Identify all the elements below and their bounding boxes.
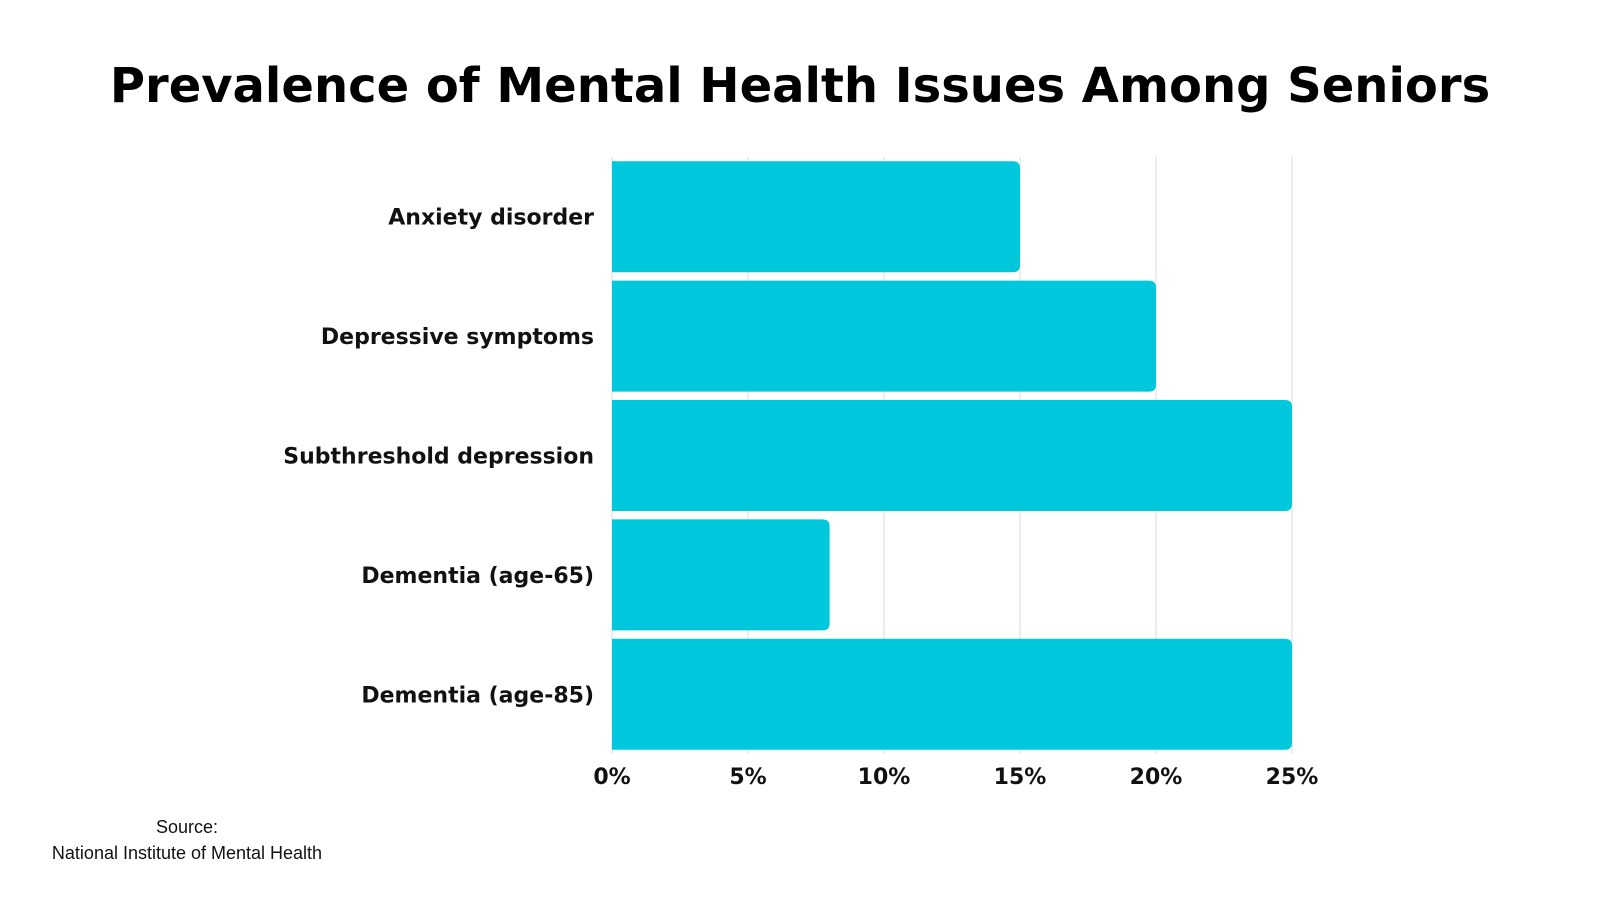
x-tick-label-0: 0% [593,765,630,790]
bars [612,161,1292,750]
bar-1 [612,280,1156,392]
category-label-0: Anxiety disorder [388,206,594,231]
category-labels: Anxiety disorder Depressive symptoms Subth… [283,206,594,709]
source-note: Source: National Institute of Mental Hea… [26,814,348,866]
x-tick-label-1: 5% [729,765,766,790]
category-label-1: Depressive symptoms [321,325,594,350]
category-label-4: Dementia (age-85) [361,683,594,708]
source-label: Source: [155,817,219,837]
x-tick-label-2: 10% [858,765,911,790]
category-label-2: Subthreshold depression [283,445,594,470]
x-axis-ticks: 0% 5% 10% 15% 20% 25% [593,765,1318,790]
bar-4 [612,638,1292,750]
bar-2 [612,400,1292,511]
source-name: National Institute of Mental Health [51,843,323,863]
x-tick-label-5: 25% [1266,765,1319,790]
chart-title: Prevalence of Mental Health Issues Among… [109,58,1491,114]
x-tick-label-3: 15% [994,765,1047,790]
category-label-3: Dementia (age-65) [361,564,594,589]
bar-3 [612,519,830,631]
x-tick-label-4: 20% [1130,765,1183,790]
bar-0 [612,161,1020,273]
